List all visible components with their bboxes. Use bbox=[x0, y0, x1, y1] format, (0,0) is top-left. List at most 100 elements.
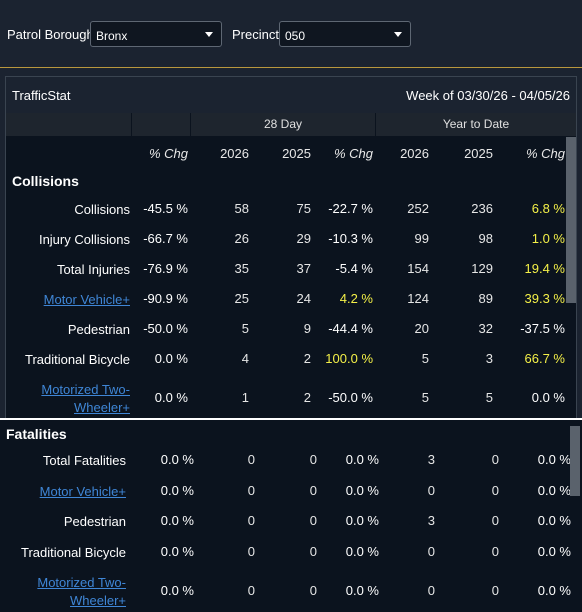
fatalities-pane: Fatalities Total Fatalities 0.0 % 0 0 0.0 % 3… bbox=[0, 420, 582, 612]
row-label-line2[interactable]: Wheeler+ bbox=[74, 400, 130, 415]
col-28day-2026: 2026 bbox=[220, 146, 249, 161]
week-range: Week of 03/30/26 - 04/05/26 bbox=[406, 88, 570, 103]
cell-y26: 3 bbox=[427, 452, 435, 467]
cell-ychg: 0.0 % bbox=[537, 513, 571, 528]
cell-y25: 89 bbox=[478, 291, 493, 306]
row-label[interactable]: Motorized Two- Wheeler+ bbox=[41, 381, 130, 417]
cell-wk: 0.0 % bbox=[154, 390, 188, 405]
row-label-line1[interactable]: Motorized Two- bbox=[41, 382, 130, 397]
chevron-down-icon bbox=[205, 32, 213, 37]
patrol-borough-select[interactable]: Bronx bbox=[90, 21, 222, 47]
col-28day-2025: 2025 bbox=[282, 146, 311, 161]
cell-d25: 9 bbox=[303, 321, 311, 336]
cell-dchg: 0.0 % bbox=[345, 452, 379, 467]
cell-d26: 26 bbox=[234, 231, 249, 246]
cell-y25: 3 bbox=[485, 351, 493, 366]
cell-ychg: 1.0 % bbox=[531, 231, 565, 246]
cell-d26: 0 bbox=[247, 583, 255, 598]
cell-dchg: 0.0 % bbox=[345, 544, 379, 559]
group-year-to-date: Year to Date bbox=[375, 113, 576, 136]
cell-dchg: 0.0 % bbox=[345, 513, 379, 528]
cell-wk: 0.0 % bbox=[160, 452, 194, 467]
cell-d25: 0 bbox=[309, 583, 317, 598]
cell-y26: 5 bbox=[421, 351, 429, 366]
cell-y25: 0 bbox=[491, 483, 499, 498]
panel-header: TrafficStat Week of 03/30/26 - 04/05/26 bbox=[6, 77, 576, 113]
group-28-day: 28 Day bbox=[190, 113, 375, 136]
row-label-line2[interactable]: Wheeler+ bbox=[70, 593, 126, 608]
column-group-header: 28 Day Year to Date bbox=[6, 113, 576, 136]
cell-ychg: 6.8 % bbox=[531, 201, 565, 216]
cell-wk: 0.0 % bbox=[160, 583, 194, 598]
cell-d25: 2 bbox=[303, 351, 311, 366]
row-label: Pedestrian bbox=[67, 322, 130, 337]
cell-y26: 3 bbox=[427, 513, 435, 528]
row-label: Traditional Bicycle bbox=[24, 352, 130, 367]
cell-ychg: -37.5 % bbox=[520, 321, 565, 336]
cell-y25: 236 bbox=[471, 201, 493, 216]
cell-y25: 0 bbox=[491, 513, 499, 528]
cell-ychg: 19.4 % bbox=[524, 261, 565, 276]
precinct-select[interactable]: 050 bbox=[279, 21, 411, 47]
section-title-collisions: Collisions bbox=[12, 173, 79, 189]
cell-y26: 124 bbox=[407, 291, 429, 306]
precinct-label: Precinct: bbox=[232, 27, 283, 42]
cell-dchg: -50.0 % bbox=[328, 390, 373, 405]
cell-d25: 2 bbox=[303, 390, 311, 405]
cell-wk: -50.0 % bbox=[143, 321, 188, 336]
row-label: Pedestrian bbox=[63, 514, 126, 529]
cell-y26: 5 bbox=[421, 390, 429, 405]
chevron-down-icon bbox=[394, 32, 402, 37]
cell-wk: 0.0 % bbox=[154, 351, 188, 366]
group-blank bbox=[6, 113, 131, 136]
cell-dchg: 100.0 % bbox=[325, 351, 373, 366]
row-label: Total Injuries bbox=[57, 262, 130, 277]
patrol-borough-label: Patrol Borough: bbox=[7, 27, 98, 42]
cell-d25: 75 bbox=[296, 201, 311, 216]
col-ytd-pct-chg: % Chg bbox=[525, 146, 565, 161]
cell-ychg: 0.0 % bbox=[537, 583, 571, 598]
cell-y26: 20 bbox=[414, 321, 429, 336]
cell-ychg: 66.7 % bbox=[524, 351, 565, 366]
group-week bbox=[131, 113, 190, 136]
cell-d26: 5 bbox=[241, 321, 249, 336]
cell-d26: 0 bbox=[247, 483, 255, 498]
cell-y26: 0 bbox=[427, 583, 435, 598]
cell-y26: 99 bbox=[414, 231, 429, 246]
row-label-line1[interactable]: Motorized Two- bbox=[37, 575, 126, 590]
cell-y25: 5 bbox=[485, 390, 493, 405]
cell-y25: 0 bbox=[491, 544, 499, 559]
cell-d25: 0 bbox=[309, 483, 317, 498]
cell-y26: 0 bbox=[427, 544, 435, 559]
cell-dchg: -10.3 % bbox=[328, 231, 373, 246]
col-28day-pct-chg: % Chg bbox=[333, 146, 373, 161]
section-title-fatalities: Fatalities bbox=[6, 426, 67, 442]
row-label[interactable]: Motor Vehicle+ bbox=[43, 292, 130, 307]
panel-title: TrafficStat bbox=[12, 88, 71, 103]
cell-ychg: 0.0 % bbox=[531, 390, 565, 405]
cell-d26: 25 bbox=[234, 291, 249, 306]
filter-bar: Patrol Borough: Bronx Precinct: 050 bbox=[0, 0, 582, 68]
cell-wk: -45.5 % bbox=[143, 201, 188, 216]
row-label: Total Fatalities bbox=[42, 453, 126, 468]
row-label[interactable]: Motor Vehicle+ bbox=[39, 484, 126, 499]
row-label[interactable]: Motorized Two- Wheeler+ bbox=[37, 574, 126, 610]
row-label: Injury Collisions bbox=[38, 232, 130, 247]
cell-ychg: 0.0 % bbox=[537, 483, 571, 498]
pane-divider bbox=[0, 418, 582, 421]
cell-y25: 32 bbox=[478, 321, 493, 336]
scrollbar-thumb[interactable] bbox=[566, 137, 576, 303]
cell-y25: 0 bbox=[491, 583, 499, 598]
cell-d25: 29 bbox=[296, 231, 311, 246]
cell-d26: 0 bbox=[247, 544, 255, 559]
cell-d25: 0 bbox=[309, 544, 317, 559]
cell-wk: -76.9 % bbox=[143, 261, 188, 276]
cell-y26: 154 bbox=[407, 261, 429, 276]
cell-d26: 0 bbox=[247, 513, 255, 528]
scrollbar-thumb[interactable] bbox=[570, 426, 580, 496]
cell-dchg: 4.2 % bbox=[339, 291, 373, 306]
col-ytd-2025: 2025 bbox=[464, 146, 493, 161]
cell-d25: 24 bbox=[296, 291, 311, 306]
cell-ychg: 0.0 % bbox=[537, 544, 571, 559]
cell-y26: 0 bbox=[427, 483, 435, 498]
